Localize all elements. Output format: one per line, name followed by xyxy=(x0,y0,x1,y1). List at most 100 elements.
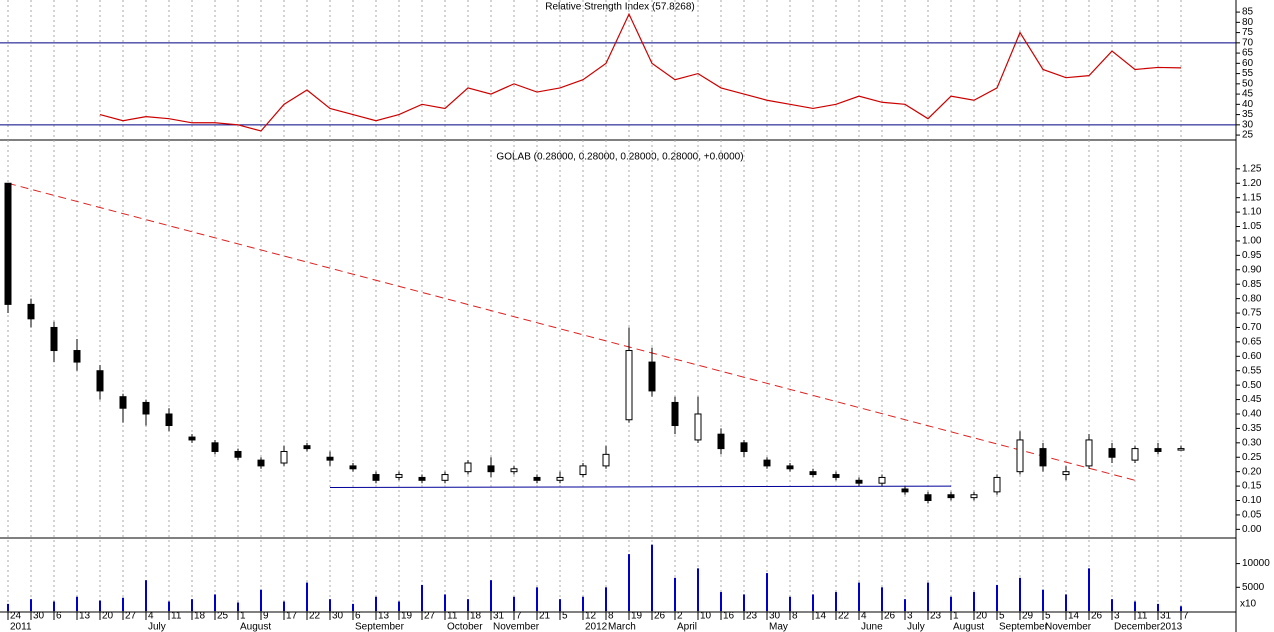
candle-body xyxy=(947,494,955,499)
y-tick-label: 80 xyxy=(1242,17,1254,28)
month-label: September xyxy=(355,622,405,632)
x-tick-label: 30 xyxy=(33,611,45,622)
candle-body xyxy=(50,326,58,352)
y-tick-label: 1.25 xyxy=(1242,163,1262,174)
y-tick-label: 1.20 xyxy=(1242,178,1262,189)
y-tick-label: 65 xyxy=(1242,48,1254,59)
candle-body xyxy=(142,401,150,415)
x-tick-label: 13 xyxy=(378,611,390,622)
y-tick-label: 25 xyxy=(1242,130,1254,141)
y-tick-label: 0.95 xyxy=(1242,250,1262,261)
x-tick-label: 12 xyxy=(585,611,597,622)
candle-body xyxy=(740,442,748,452)
x-tick-label: 31 xyxy=(493,611,505,622)
candle-body xyxy=(349,465,357,470)
x-tick-label: 26 xyxy=(884,611,896,622)
candle-body xyxy=(1154,448,1162,452)
x-tick-label: 8 xyxy=(792,611,798,622)
y-tick-label: 45 xyxy=(1242,89,1254,100)
candle-body xyxy=(763,459,771,467)
x-tick-label: 30 xyxy=(332,611,344,622)
x-tick-label: 22 xyxy=(309,611,321,622)
x-tick-label: 5 xyxy=(999,611,1005,622)
month-label: December xyxy=(1114,622,1161,632)
x-tick-label: 21 xyxy=(539,611,551,622)
candle-body xyxy=(625,350,633,421)
y-tick-label: 0.20 xyxy=(1242,466,1262,477)
candle-body xyxy=(418,476,426,481)
x-tick-label: 19 xyxy=(401,611,413,622)
x-tick-label: 16 xyxy=(723,611,735,622)
candle-body xyxy=(257,459,265,467)
y-tick-label: 0.50 xyxy=(1242,380,1262,391)
candle-body xyxy=(579,465,587,476)
y-tick-label: 0.30 xyxy=(1242,437,1262,448)
candle-body xyxy=(211,442,219,452)
month-label: November xyxy=(1045,622,1092,632)
y-tick-label: 1.05 xyxy=(1242,221,1262,232)
x-tick-label: 8 xyxy=(608,611,614,622)
y-tick-label: 0.15 xyxy=(1242,481,1262,492)
candle-body xyxy=(855,479,863,484)
month-label: April xyxy=(677,622,697,632)
x-tick-label: 20 xyxy=(102,611,114,622)
x-tick-label: 11 xyxy=(1137,611,1148,622)
y-tick-label: 0.25 xyxy=(1242,452,1262,463)
y-tick-label: 40 xyxy=(1242,99,1254,110)
y-tick-label: 60 xyxy=(1242,58,1254,69)
candle-body xyxy=(326,456,334,461)
candle-body xyxy=(188,436,196,441)
y-tick-label: 35 xyxy=(1242,109,1254,120)
month-label: 2011 xyxy=(10,622,32,632)
candle-body xyxy=(4,182,12,305)
x-tick-label: 31 xyxy=(1160,611,1172,622)
trend-line xyxy=(7,182,1136,481)
y-tick-label: 1.15 xyxy=(1242,192,1262,203)
x-tick-label: 4 xyxy=(861,611,867,622)
volume-unit: x10 xyxy=(1240,599,1257,610)
y-tick-label: 0.60 xyxy=(1242,351,1262,362)
trend-line xyxy=(329,485,952,489)
month-label: October xyxy=(447,622,483,632)
x-tick-label: 5 xyxy=(1045,611,1051,622)
month-label: August xyxy=(953,622,984,632)
y-tick-label: 0.75 xyxy=(1242,308,1262,319)
price-title: GOLAB (0.28000, 0.28000, 0.28000, 0.2800… xyxy=(496,152,743,163)
candle-body xyxy=(809,471,817,476)
y-tick-label: 5000 xyxy=(1242,582,1265,593)
month-label: 2013 xyxy=(1160,622,1183,632)
candle-body xyxy=(970,494,978,499)
candle-body xyxy=(878,476,886,484)
candle-body xyxy=(1177,448,1185,451)
candle-body xyxy=(786,465,794,470)
month-label: March xyxy=(608,622,636,632)
month-label: September xyxy=(999,622,1049,632)
x-tick-label: 26 xyxy=(654,611,666,622)
candle-body xyxy=(993,476,1001,493)
y-tick-label: 0.90 xyxy=(1242,264,1262,275)
x-tick-label: 19 xyxy=(631,611,643,622)
month-label: July xyxy=(148,622,166,632)
candle-body xyxy=(303,445,311,450)
x-tick-label: 10 xyxy=(700,611,712,622)
x-tick-label: 18 xyxy=(194,611,206,622)
x-tick-label: 4 xyxy=(148,611,154,622)
x-tick-label: 25 xyxy=(217,611,229,622)
candle-body xyxy=(832,474,840,478)
x-tick-label: 17 xyxy=(286,611,298,622)
x-tick-label: 7 xyxy=(1183,611,1189,622)
x-tick-label: 23 xyxy=(930,611,942,622)
candle-body xyxy=(1108,448,1116,458)
candle-body xyxy=(165,413,173,427)
candle-body xyxy=(372,474,380,481)
y-tick-label: 55 xyxy=(1242,68,1254,79)
x-tick-label: 6 xyxy=(56,611,62,622)
candle-body xyxy=(924,494,932,502)
x-tick-label: 14 xyxy=(815,611,827,622)
y-tick-label: 0.70 xyxy=(1242,322,1262,333)
candle-body xyxy=(717,433,725,450)
y-tick-label: 0.40 xyxy=(1242,409,1262,420)
y-tick-label: 0.65 xyxy=(1242,337,1262,348)
month-label: November xyxy=(493,622,540,632)
candle-body xyxy=(648,361,656,392)
